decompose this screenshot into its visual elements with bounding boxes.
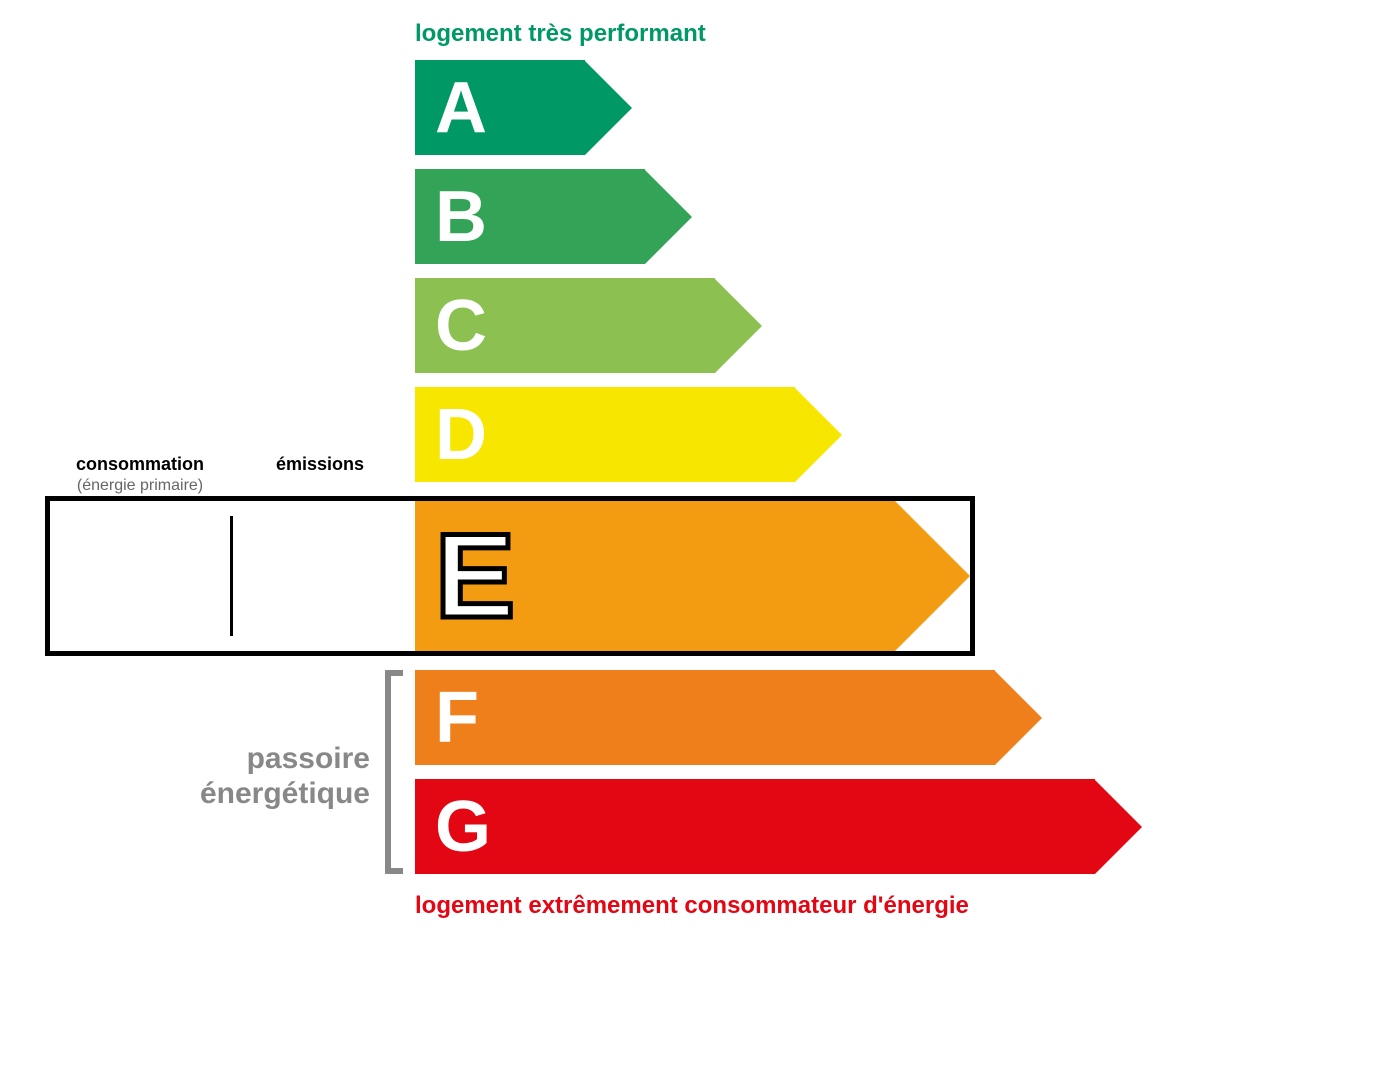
top-label: logement très performant: [415, 20, 706, 48]
bar-g: G: [415, 779, 1142, 874]
selected-info-box: consommation(énergie primaire)émissions: [50, 501, 415, 651]
bar-letter-c: C: [435, 290, 487, 362]
bar-letter-g: G: [435, 791, 491, 863]
bar-arrow-b: [645, 170, 692, 264]
selected-indicator: consommation(énergie primaire)émissionsE: [45, 496, 975, 656]
bar-letter-e: E: [435, 516, 515, 636]
label-consommation: consommation(énergie primaire): [50, 454, 230, 495]
bar-letter-b: B: [435, 181, 487, 253]
dpe-diagram: logement très performant ABCDconsommatio…: [0, 0, 1380, 1079]
passoire-label: passoire énergétique: [200, 742, 370, 811]
cell-consommation: [50, 501, 230, 651]
info-labels: consommation(énergie primaire)émissions: [50, 454, 420, 495]
bar-arrow-f: [995, 671, 1042, 765]
cell-emissions: [233, 501, 413, 651]
bar-arrow-c: [715, 279, 762, 373]
bar-letter-a: A: [435, 72, 487, 144]
bar-letter-f: F: [435, 682, 479, 754]
passoire-line1: passoire: [247, 742, 370, 775]
label-emissions: émissions: [230, 454, 410, 495]
bar-b: B: [415, 169, 692, 264]
bar-arrow-g: [1095, 780, 1142, 874]
passoire-line2: énergétique: [200, 777, 370, 810]
bottom-label: logement extrêmement consommateur d'éner…: [415, 892, 969, 920]
bar-f: F: [415, 670, 1042, 765]
bar-e: E: [415, 501, 970, 651]
bar-d: D: [415, 387, 842, 482]
bar-a: A: [415, 60, 632, 155]
passoire-bracket: [385, 670, 403, 874]
bar-arrow-e: [895, 501, 970, 651]
bar-arrow-a: [585, 61, 632, 155]
bar-arrow-d: [795, 388, 842, 482]
bar-letter-d: D: [435, 399, 487, 471]
bar-c: C: [415, 278, 762, 373]
